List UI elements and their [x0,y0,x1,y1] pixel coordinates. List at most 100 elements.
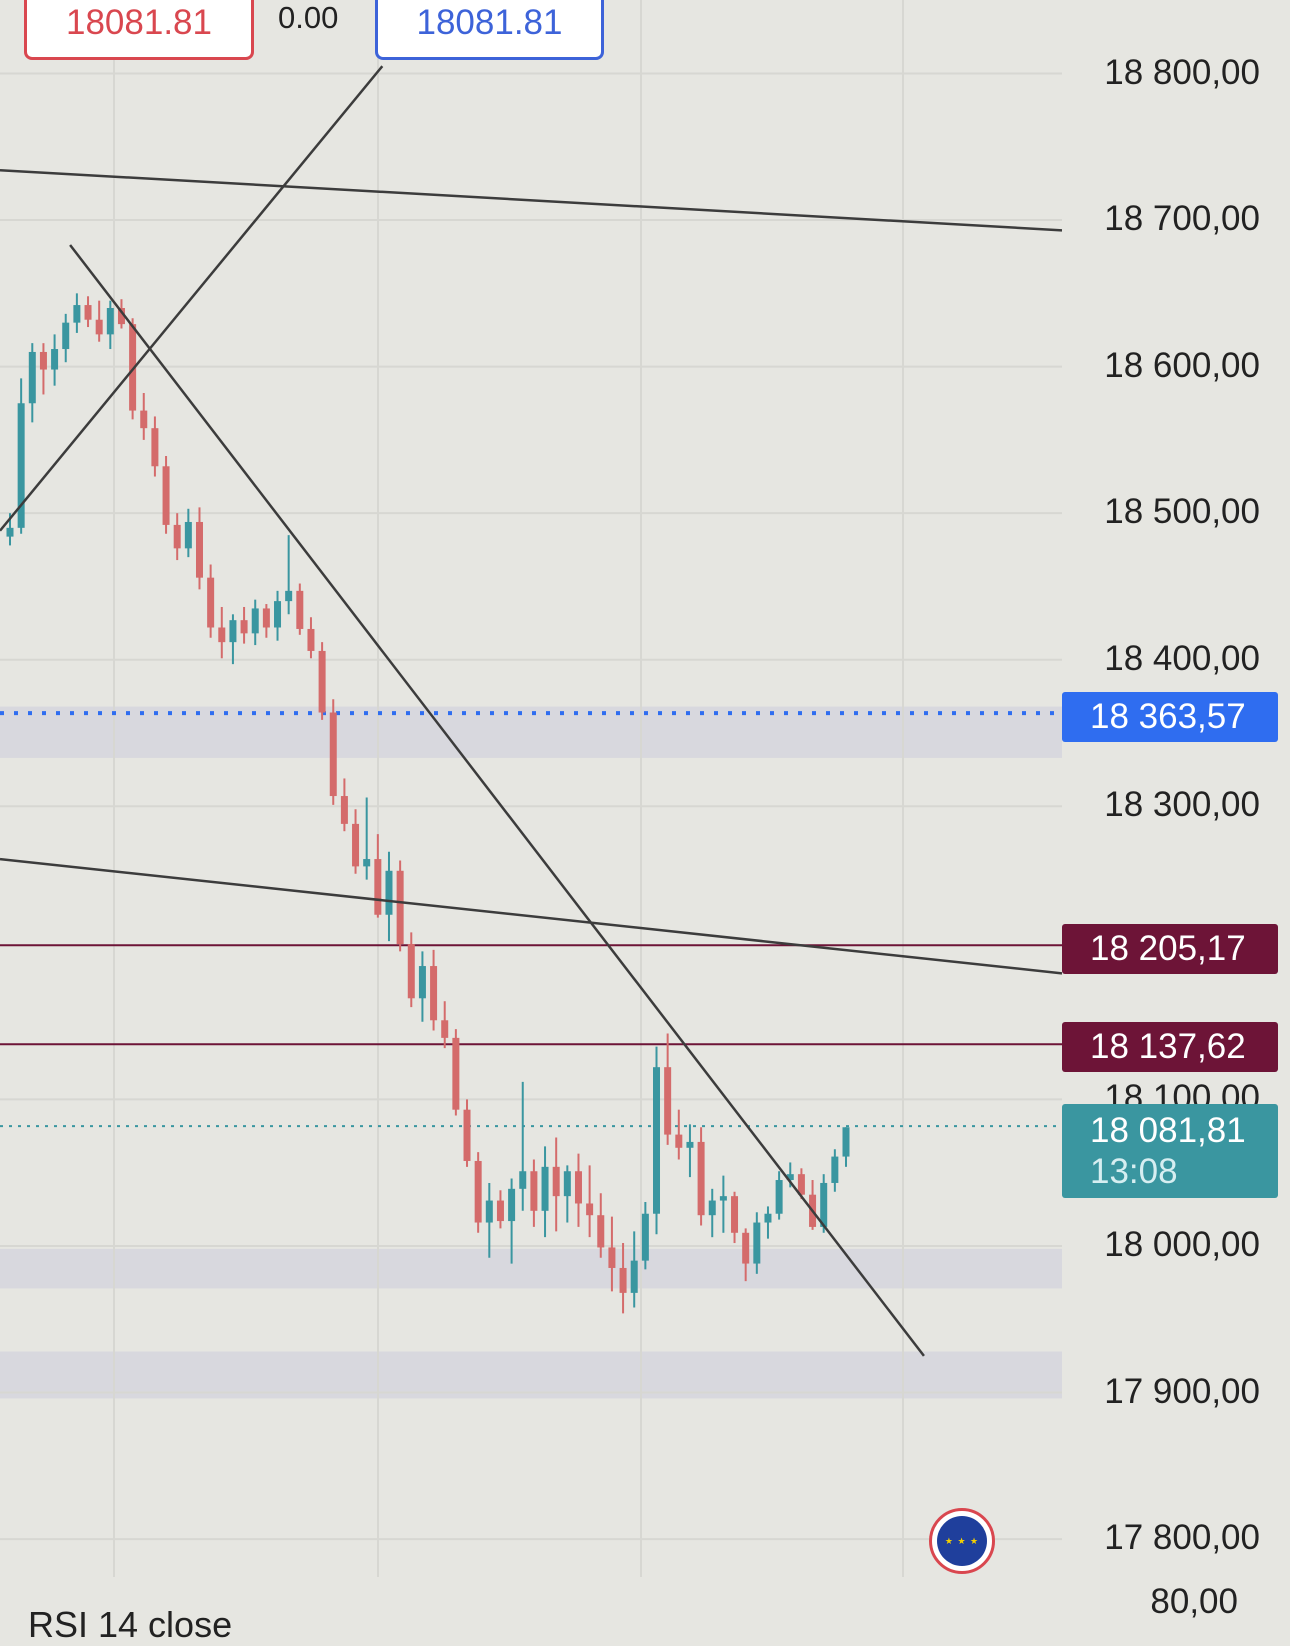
y-axis-tick-label: 18 000,00 [1104,1224,1260,1264]
candle-up [6,527,14,537]
price-zone [0,1351,1062,1399]
candle-down [430,966,438,1021]
candle-down [262,608,270,628]
y-axis-tick-label: 18 700,00 [1104,199,1260,239]
candle-down [407,944,415,999]
resistance-price-tag[interactable]: 18 137,62 [1062,1022,1278,1072]
candle-down [608,1247,616,1268]
eu-flag-icon[interactable]: ★ ★ ★ [929,1508,995,1574]
trendline [0,857,1062,975]
candle-down [574,1171,582,1204]
candle-down [675,1134,683,1148]
rsi-axis-label: 80,00 [1150,1582,1238,1621]
price-zone [0,1248,1062,1289]
candle-up [251,608,259,634]
candle-up [831,1156,839,1183]
trendline [69,244,925,1357]
candle-down [463,1109,471,1161]
candle-down [173,524,181,549]
candle-up [73,305,81,323]
candle-up [106,307,114,335]
candle-up [519,1171,527,1189]
candle-down [218,627,226,643]
candle-down [84,305,92,320]
candle-up [630,1260,638,1293]
candle-down [340,796,348,824]
candle-down [664,1067,672,1135]
candle-down [162,466,170,525]
resistance-price-tag[interactable]: 18 205,17 [1062,924,1278,974]
candle-up [641,1213,649,1261]
candle-up [708,1200,716,1216]
candle-up [62,322,70,350]
spread-value: 0.00 [278,0,339,35]
candle-up [775,1180,783,1214]
candle-up [508,1188,516,1222]
candle-down [742,1232,750,1264]
candle-up [753,1222,761,1264]
candle-up [17,403,25,528]
candle-down [619,1267,627,1293]
candle-down [307,628,315,651]
candle-down [207,577,215,628]
candle-up [541,1166,549,1211]
candle-up [653,1067,661,1214]
y-axis-tick-label: 18 600,00 [1104,345,1260,385]
price-zone [0,706,1062,758]
candle-down [129,324,137,411]
candle-down [396,870,404,945]
candle-down [597,1215,605,1248]
candle-down [329,712,337,797]
candle-down [530,1171,538,1211]
candle-up [28,351,36,404]
candle-up [229,620,237,643]
candle-down [797,1174,805,1195]
candle-up [686,1141,694,1148]
candle-up [184,521,192,549]
candle-down [731,1196,739,1233]
candle-down [586,1203,594,1216]
buy-price-button[interactable]: 18081.81 [375,0,604,60]
candle-up [820,1182,828,1227]
candle-up [485,1200,493,1223]
candle-down [140,410,148,429]
candle-up [719,1196,727,1201]
candle-down [151,428,159,467]
trendline [0,168,1062,232]
candle-countdown: 13:08 [1090,1152,1178,1191]
candle-up [51,349,59,370]
candle-down [318,650,326,713]
candle-up [285,590,293,602]
rsi-indicator-label[interactable]: RSI 14 close [28,1604,233,1645]
last-price-tag: 18 081,81 13:08 [1062,1104,1278,1198]
candle-down [496,1200,504,1222]
candle-up [274,601,282,628]
candle-down [697,1141,705,1216]
candle-up [385,870,393,915]
candle-up [418,966,426,999]
y-axis-tick-label: 18 500,00 [1104,492,1260,532]
alert-price-tag[interactable]: 18 363,57 [1062,692,1278,742]
candle-down [195,521,203,578]
candle-up [786,1174,794,1181]
candle-down [374,859,382,915]
candle-down [117,307,125,325]
candle-up [363,859,371,867]
y-axis-tick-label: 18 300,00 [1104,785,1260,825]
candle-down [441,1020,449,1038]
candle-down [240,620,248,634]
y-axis-tick-label: 17 900,00 [1104,1371,1260,1411]
sell-price-button[interactable]: 18081.81 [24,0,254,60]
candle-down [95,319,103,335]
candle-down [39,351,47,370]
price-chart[interactable] [0,0,1062,1643]
y-axis-tick-label: 17 800,00 [1104,1518,1260,1558]
y-axis-tick-label: 18 800,00 [1104,52,1260,92]
candle-down [552,1166,560,1197]
candle-up [563,1171,571,1197]
candle-down [352,823,360,867]
candle-up [764,1213,772,1223]
trendline [0,65,384,532]
candle-down [474,1160,482,1223]
candle-up [842,1127,850,1157]
